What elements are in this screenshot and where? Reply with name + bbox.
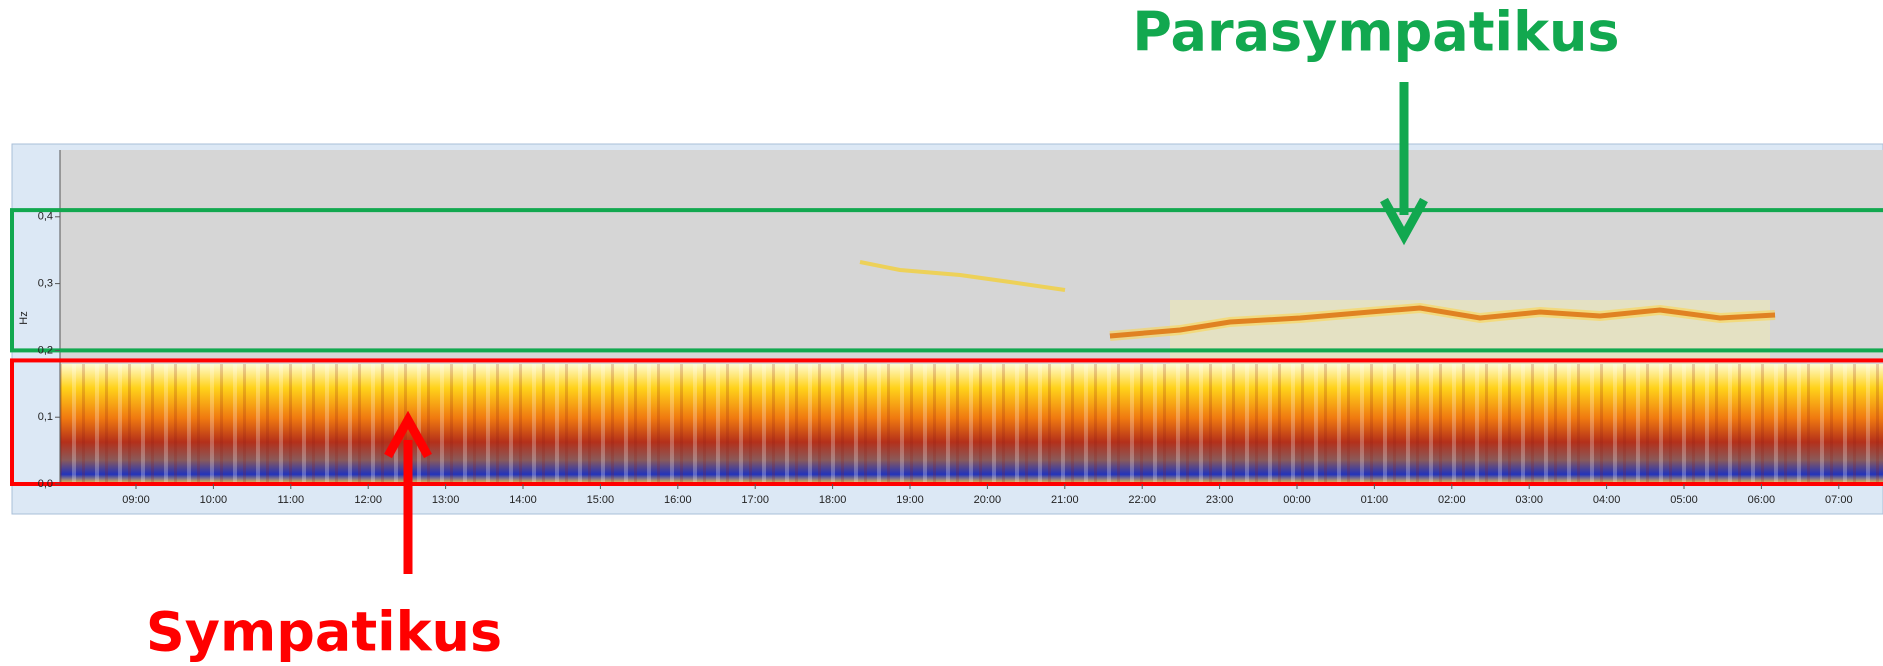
x-tick-label: 18:00 (819, 494, 847, 506)
y-axis-label: Hz (18, 311, 30, 324)
x-tick-label: 12:00 (354, 494, 382, 506)
annotation-box (10, 208, 1883, 353)
x-tick-label: 03:00 (1515, 494, 1543, 506)
x-tick-label: 06:00 (1748, 494, 1776, 506)
annotation-boxes (10, 208, 1883, 487)
x-tick-label: 22:00 (1128, 494, 1156, 506)
x-tick-label: 02:00 (1438, 494, 1466, 506)
x-tick-label: 13:00 (432, 494, 460, 506)
x-tick-label: 14:00 (509, 494, 537, 506)
x-tick-label: 16:00 (664, 494, 692, 506)
y-tick-label: 0,4 (38, 211, 53, 223)
respiration-trace-early (859, 260, 1066, 292)
x-tick-label: 23:00 (1206, 494, 1234, 506)
parasympatikus-arrowhead (1380, 197, 1428, 246)
spectrogram-texture (60, 364, 1883, 484)
y-tick-label: 0,2 (38, 344, 53, 356)
sympatikus-arrowhead (384, 410, 432, 459)
x-tick-label: 20:00 (974, 494, 1002, 506)
x-tick-label: 01:00 (1361, 494, 1389, 506)
x-tick-label: 10:00 (200, 494, 228, 506)
y-tick-label: 0,1 (38, 411, 53, 423)
x-tick-label: 17:00 (741, 494, 769, 506)
y-tick-label: 0,3 (38, 278, 53, 290)
x-tick-label: 11:00 (277, 494, 304, 506)
x-tick-label: 00:00 (1283, 494, 1311, 506)
x-tick-label: 05:00 (1670, 494, 1698, 506)
x-tick-label: 09:00 (122, 494, 150, 506)
x-tick-label: 19:00 (896, 494, 924, 506)
x-tick-label: 21:00 (1051, 494, 1079, 506)
x-tick-label: 07:00 (1825, 494, 1853, 506)
y-tick-label: 0,0 (38, 478, 53, 490)
sympatikus-label: Sympatikus (146, 601, 502, 664)
parasympatikus-label: Parasympatikus (1132, 1, 1619, 64)
respiration-trace-glow (1109, 302, 1776, 341)
annotation-box (10, 358, 1883, 487)
x-tick-label: 15:00 (587, 494, 615, 506)
x-tick-label: 04:00 (1593, 494, 1621, 506)
